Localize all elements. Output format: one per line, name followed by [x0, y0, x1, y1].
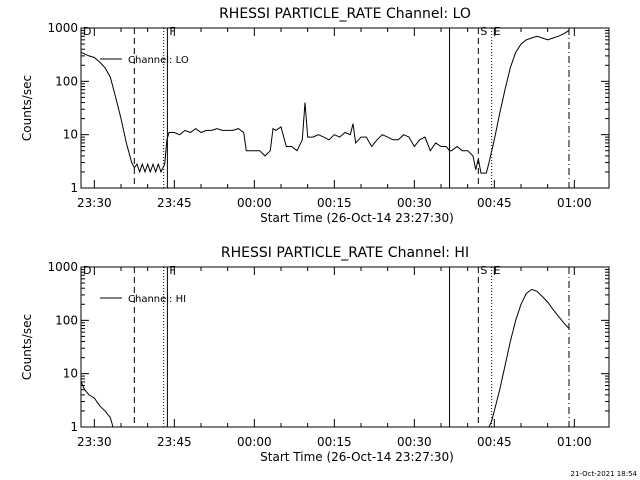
y-tick-label: 1000: [47, 260, 78, 274]
event-marker-label: E: [494, 264, 501, 277]
series-line: [80, 288, 570, 428]
chart-panel-lo: RHESSI PARTICLE_RATE Channel: LO 1 10 100 10…: [20, 6, 610, 225]
x-axis-label: Start Time (26-Oct-14 23:27:30): [260, 450, 454, 464]
event-marker-label: S: [480, 25, 487, 38]
x-tick-label: 23:45: [157, 435, 192, 449]
y-tick-label: 100: [55, 313, 78, 327]
series-line: [80, 29, 570, 174]
y-axis-label: Counts/sec: [20, 75, 34, 141]
chart-panel-hi: RHESSI PARTICLE_RATE Channel: HI 1 10 100 10…: [20, 245, 610, 464]
x-tick-label: 00:15: [317, 435, 352, 449]
y-tick-label: 10: [63, 367, 78, 381]
footer-timestamp: 21-Oct-2021 18:54: [571, 470, 638, 478]
y-axis-label: Counts/sec: [20, 314, 34, 380]
chart-title: RHESSI PARTICLE_RATE Channel: HI: [221, 245, 469, 261]
plot-frame: [80, 27, 610, 189]
event-marker-label: S: [480, 264, 487, 277]
x-tick-label: 23:45: [157, 196, 192, 210]
chart-title: RHESSI PARTICLE_RATE Channel: LO: [219, 6, 471, 22]
event-marker-label: D: [83, 264, 91, 277]
legend-label: Channel: LO: [128, 55, 189, 66]
x-axis-label: Start Time (26-Oct-14 23:27:30): [260, 211, 454, 225]
x-tick-label: 23:30: [77, 196, 112, 210]
legend-label: Channel: HI: [128, 294, 186, 305]
x-tick-label: 00:30: [397, 196, 432, 210]
x-tick-label: 00:45: [477, 435, 512, 449]
x-tick-label: 01:00: [557, 435, 592, 449]
event-marker-label: F: [169, 25, 175, 38]
event-marker-label: E: [494, 25, 501, 38]
x-tick-label: 00:00: [237, 196, 272, 210]
x-tick-label: 00:00: [237, 435, 272, 449]
y-tick-label: 1000: [47, 21, 78, 35]
y-tick-label: 10: [63, 128, 78, 142]
y-tick-label: 1: [70, 420, 78, 434]
y-tick-label: 100: [55, 74, 78, 88]
x-tick-label: 00:30: [397, 435, 432, 449]
y-tick-label: 1: [70, 181, 78, 195]
x-tick-label: 23:30: [77, 435, 112, 449]
event-marker-label: D: [83, 25, 91, 38]
x-tick-label: 00:45: [477, 196, 512, 210]
x-tick-label: 00:15: [317, 196, 352, 210]
event-marker-label: F: [169, 264, 175, 277]
x-tick-label: 01:00: [557, 196, 592, 210]
